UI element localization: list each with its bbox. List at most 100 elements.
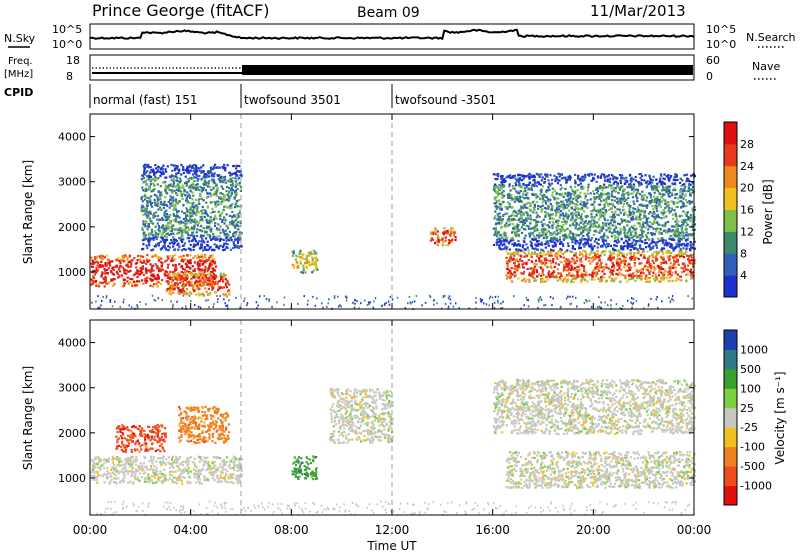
data-cell — [430, 231, 433, 234]
data-cell — [221, 275, 224, 278]
data-cell — [149, 166, 152, 169]
data-cell — [164, 180, 167, 183]
data-cell — [140, 206, 143, 209]
data-cell — [293, 264, 296, 267]
data-cell — [314, 251, 317, 254]
data-cell — [147, 240, 150, 243]
data-cell — [191, 231, 194, 234]
data-cell — [671, 295, 674, 298]
data-cell — [685, 204, 688, 207]
data-cell — [193, 276, 196, 279]
data-cell — [182, 166, 185, 169]
data-cell — [643, 211, 646, 214]
data-cell — [198, 264, 201, 267]
data-cell — [575, 214, 578, 217]
data-cell — [520, 231, 524, 234]
data-cell — [196, 241, 199, 245]
data-cell — [663, 178, 666, 181]
data-cell — [641, 194, 644, 197]
data-cell — [207, 172, 210, 175]
data-cell — [147, 176, 150, 179]
data-cell — [674, 256, 677, 259]
data-cell — [220, 238, 223, 241]
data-cell — [236, 217, 239, 220]
data-cell — [209, 254, 212, 258]
data-cell — [610, 279, 613, 282]
data-cell — [607, 258, 610, 261]
data-cell — [566, 191, 570, 194]
data-cell — [190, 218, 193, 222]
data-cell — [443, 232, 446, 235]
data-cell — [226, 164, 229, 167]
data-cell — [192, 173, 195, 176]
data-cell — [535, 269, 538, 272]
data-cell — [226, 304, 229, 307]
data-cell — [608, 208, 611, 211]
data-cell — [657, 306, 659, 309]
data-cell — [511, 273, 514, 276]
data-cell — [540, 298, 543, 301]
data-cell — [513, 187, 516, 190]
data-cell — [308, 263, 311, 266]
data-cell — [151, 255, 154, 258]
data-cell — [511, 242, 514, 246]
data-cell — [97, 295, 99, 298]
data-cell — [613, 234, 616, 237]
data-cell — [124, 282, 127, 285]
data-cell — [153, 212, 156, 215]
data-cell — [142, 282, 145, 285]
data-cell — [540, 210, 543, 213]
data-cell — [577, 184, 580, 187]
data-cell — [681, 267, 684, 270]
data-cell — [613, 279, 616, 282]
data-cell — [169, 226, 172, 229]
data-cell — [633, 224, 636, 227]
data-cell — [199, 229, 202, 232]
data-cell — [162, 181, 165, 184]
data-cell — [442, 231, 445, 234]
data-cell — [611, 252, 615, 255]
data-cell — [518, 243, 521, 246]
data-cell — [651, 178, 654, 182]
data-cell — [448, 295, 451, 298]
data-cell — [673, 254, 676, 257]
data-cell — [519, 220, 523, 223]
data-cell — [188, 166, 191, 169]
data-cell — [544, 304, 547, 307]
data-cell — [647, 237, 650, 240]
data-cell — [154, 243, 158, 246]
data-cell — [154, 175, 157, 178]
data-cell — [513, 254, 516, 257]
data-cell — [191, 182, 194, 185]
data-cell — [600, 266, 603, 269]
data-cell — [671, 298, 673, 301]
data-cell — [154, 164, 157, 167]
data-cell — [185, 288, 189, 291]
data-cell — [170, 189, 174, 192]
data-cell — [638, 246, 642, 249]
data-cell — [183, 293, 186, 296]
data-cell — [222, 277, 225, 280]
cpid-segment-label: twofsound 3501 — [244, 93, 341, 107]
data-cell — [525, 253, 528, 256]
data-cell — [674, 266, 677, 269]
data-cell — [168, 175, 171, 178]
data-cell — [237, 205, 241, 208]
data-cell — [526, 298, 529, 301]
data-cell — [672, 202, 675, 205]
data-cell — [214, 265, 217, 268]
data-cell — [500, 193, 504, 197]
data-cell — [207, 248, 210, 251]
data-cell — [505, 247, 508, 250]
data-cell — [221, 246, 225, 249]
data-cell — [491, 296, 494, 299]
data-cell — [561, 177, 564, 180]
data-cell — [97, 307, 99, 310]
data-cell — [497, 215, 500, 218]
data-cell — [92, 279, 95, 283]
data-cell — [687, 187, 690, 190]
data-cell — [512, 187, 515, 190]
data-cell — [186, 210, 189, 213]
data-cell — [194, 221, 197, 224]
data-cell — [533, 225, 536, 228]
